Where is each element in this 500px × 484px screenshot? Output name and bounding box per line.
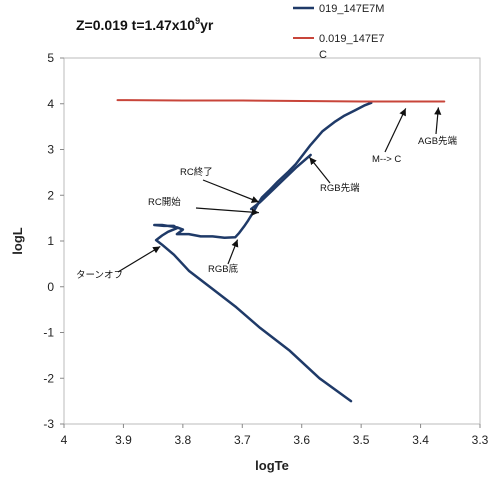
chart-title: Z=0.019 t=1.47x109yr xyxy=(76,16,214,33)
y-tick-label: -1 xyxy=(43,326,54,340)
legend-label-series-2-line2: C xyxy=(319,49,327,61)
y-axis-title: logL xyxy=(10,227,25,254)
annotation-arrow xyxy=(308,156,331,184)
annotation-arrow xyxy=(384,108,407,153)
annotation-label: ターンオフ xyxy=(76,270,123,281)
y-tick-label: -2 xyxy=(43,371,54,385)
x-tick-label: 3.9 xyxy=(115,433,132,447)
y-tick-label: 4 xyxy=(47,97,54,111)
x-tick-label: 3.5 xyxy=(353,433,370,447)
y-tick-label: 0 xyxy=(47,280,54,294)
x-tick-label: 4 xyxy=(61,433,68,447)
series-line-2 xyxy=(116,99,446,103)
y-tick-label: 5 xyxy=(47,51,54,65)
series-line-3 xyxy=(249,153,312,211)
legend-label-series-1: 019_147E7M xyxy=(319,3,384,15)
plot-area xyxy=(63,57,481,425)
annotation-arrow xyxy=(227,239,239,265)
title-suffix: yr xyxy=(200,17,214,33)
x-axis-ticks: 4 3.9 3.8 3.7 3.6 3.5 3.4 3.3 xyxy=(61,424,489,447)
annotation-label: RC終了 xyxy=(180,166,213,178)
annotation-label: RGB底 xyxy=(208,263,239,275)
x-tick-label: 3.8 xyxy=(175,433,192,447)
legend: 019_147E7M 0.019_147E7 C xyxy=(293,3,384,61)
annotation-arrow xyxy=(202,179,260,203)
y-tick-label: 3 xyxy=(47,143,54,157)
y-tick-label: 1 xyxy=(47,234,54,248)
title-main: Z=0.019 t=1.47x10 xyxy=(76,17,195,33)
y-tick-label: 2 xyxy=(47,188,54,202)
annotation-label: M--> C xyxy=(372,154,401,165)
annotation-label: AGB先端 xyxy=(418,135,458,147)
title-exponent: 9 xyxy=(195,16,200,26)
y-axis-ticks: -3 -2 -1 0 1 2 3 4 5 xyxy=(43,51,64,431)
legend-label-series-2: 0.019_147E7 xyxy=(319,33,384,45)
annotation-label: RGB先端 xyxy=(320,182,360,194)
annotation-arrow xyxy=(195,207,259,216)
x-tick-label: 3.6 xyxy=(293,433,310,447)
annotation-label: RC開始 xyxy=(148,196,181,208)
annotation-arrow xyxy=(434,107,442,135)
y-tick-label: -3 xyxy=(43,417,54,431)
x-tick-label: 3.7 xyxy=(234,433,251,447)
x-axis-title: logTe xyxy=(255,458,289,473)
x-tick-label: 3.4 xyxy=(412,433,429,447)
series-line-1 xyxy=(153,101,373,403)
x-tick-label: 3.3 xyxy=(472,433,489,447)
annotation-arrow xyxy=(117,245,161,273)
plot-border xyxy=(63,57,481,425)
series-layer xyxy=(116,99,446,403)
